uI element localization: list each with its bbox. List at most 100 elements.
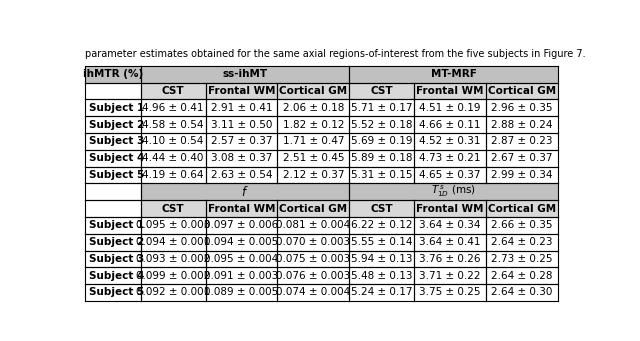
Text: 5.71 ± 0.17: 5.71 ± 0.17	[351, 103, 412, 113]
Text: 3.11 ± 0.50: 3.11 ± 0.50	[211, 120, 272, 130]
Text: 4.65 ± 0.37: 4.65 ± 0.37	[419, 170, 481, 180]
Text: MT-MRF: MT-MRF	[431, 69, 477, 79]
Text: 4.10 ± 0.54: 4.10 ± 0.54	[143, 136, 204, 146]
Text: 0.094 ± 0.005: 0.094 ± 0.005	[204, 237, 278, 247]
Text: 0.092 ± 0.001: 0.092 ± 0.001	[136, 287, 211, 297]
Bar	[486, 200, 558, 217]
Bar	[414, 200, 486, 217]
Text: CST: CST	[371, 86, 393, 96]
Text: 2.88 ± 0.24: 2.88 ± 0.24	[491, 120, 553, 130]
Bar	[349, 83, 414, 100]
Text: 2.96 ± 0.35: 2.96 ± 0.35	[491, 103, 553, 113]
Text: 2.12 ± 0.37: 2.12 ± 0.37	[283, 170, 344, 180]
Text: Cortical GM: Cortical GM	[279, 86, 348, 96]
Text: 4.73 ± 0.21: 4.73 ± 0.21	[419, 153, 481, 163]
Text: Cortical GM: Cortical GM	[279, 204, 348, 213]
Text: 0.070 ± 0.003: 0.070 ± 0.003	[276, 237, 351, 247]
Text: Frontal WM: Frontal WM	[208, 204, 275, 213]
Text: 0.097 ± 0.006: 0.097 ± 0.006	[204, 220, 278, 230]
Text: 4.96 ± 0.41: 4.96 ± 0.41	[143, 103, 204, 113]
Text: Subject 3: Subject 3	[89, 254, 144, 264]
Text: 3.76 ± 0.26: 3.76 ± 0.26	[419, 254, 481, 264]
Bar	[349, 200, 414, 217]
Text: Frontal WM: Frontal WM	[416, 86, 484, 96]
Bar	[205, 83, 278, 100]
Bar	[414, 83, 486, 100]
Text: 0.095 ± 0.003: 0.095 ± 0.003	[136, 220, 211, 230]
Text: 2.06 ± 0.18: 2.06 ± 0.18	[283, 103, 344, 113]
Bar	[85, 66, 141, 83]
Text: Subject 2: Subject 2	[89, 120, 144, 130]
Text: 2.87 ± 0.23: 2.87 ± 0.23	[491, 136, 553, 146]
Bar	[349, 183, 558, 200]
Bar	[205, 200, 278, 217]
Text: 5.48 ± 0.13: 5.48 ± 0.13	[351, 271, 412, 281]
Text: 2.99 ± 0.34: 2.99 ± 0.34	[491, 170, 553, 180]
Text: 0.095 ± 0.004: 0.095 ± 0.004	[204, 254, 278, 264]
Bar	[349, 66, 558, 83]
Text: Subject 1: Subject 1	[89, 103, 144, 113]
Text: Frontal WM: Frontal WM	[208, 86, 275, 96]
Text: 4.51 ± 0.19: 4.51 ± 0.19	[419, 103, 481, 113]
Text: 1.71 ± 0.47: 1.71 ± 0.47	[283, 136, 344, 146]
Text: 3.75 ± 0.25: 3.75 ± 0.25	[419, 287, 481, 297]
Text: ss-ihMT: ss-ihMT	[223, 69, 268, 79]
Text: 4.52 ± 0.31: 4.52 ± 0.31	[419, 136, 481, 146]
Bar	[141, 200, 205, 217]
Bar	[141, 183, 349, 200]
Bar	[486, 83, 558, 100]
Bar	[141, 83, 205, 100]
Text: 1.82 ± 0.12: 1.82 ± 0.12	[283, 120, 344, 130]
Text: ihMTR (%): ihMTR (%)	[83, 69, 143, 79]
Text: 3.71 ± 0.22: 3.71 ± 0.22	[419, 271, 481, 281]
Text: 2.67 ± 0.37: 2.67 ± 0.37	[491, 153, 553, 163]
Text: CST: CST	[162, 204, 184, 213]
Text: CST: CST	[162, 86, 184, 96]
Text: 5.55 ± 0.14: 5.55 ± 0.14	[351, 237, 412, 247]
Text: Subject 3: Subject 3	[89, 136, 144, 146]
Text: 2.64 ± 0.30: 2.64 ± 0.30	[492, 287, 552, 297]
Text: 4.58 ± 0.54: 4.58 ± 0.54	[143, 120, 204, 130]
Bar	[141, 66, 349, 83]
Text: 0.081 ± 0.004: 0.081 ± 0.004	[276, 220, 351, 230]
Text: 2.63 ± 0.54: 2.63 ± 0.54	[211, 170, 272, 180]
Text: 2.91 ± 0.41: 2.91 ± 0.41	[211, 103, 272, 113]
Text: 0.076 ± 0.003: 0.076 ± 0.003	[276, 271, 351, 281]
Text: 0.089 ± 0.005: 0.089 ± 0.005	[204, 287, 278, 297]
Text: 2.64 ± 0.28: 2.64 ± 0.28	[491, 271, 553, 281]
Text: 2.57 ± 0.37: 2.57 ± 0.37	[211, 136, 272, 146]
Text: Cortical GM: Cortical GM	[488, 86, 556, 96]
Text: 5.52 ± 0.18: 5.52 ± 0.18	[351, 120, 412, 130]
Text: Subject 5: Subject 5	[89, 287, 144, 297]
Text: $f$: $f$	[241, 185, 249, 199]
Text: 0.074 ± 0.004: 0.074 ± 0.004	[276, 287, 351, 297]
Text: 0.075 ± 0.003: 0.075 ± 0.003	[276, 254, 351, 264]
Text: 3.64 ± 0.41: 3.64 ± 0.41	[419, 237, 481, 247]
Text: 5.24 ± 0.17: 5.24 ± 0.17	[351, 287, 412, 297]
Text: Subject 2: Subject 2	[89, 237, 144, 247]
Text: 4.44 ± 0.40: 4.44 ± 0.40	[143, 153, 204, 163]
Text: 5.89 ± 0.18: 5.89 ± 0.18	[351, 153, 412, 163]
Text: 5.94 ± 0.13: 5.94 ± 0.13	[351, 254, 412, 264]
Bar	[278, 200, 349, 217]
Text: 5.31 ± 0.15: 5.31 ± 0.15	[351, 170, 412, 180]
Text: 0.094 ± 0.001: 0.094 ± 0.001	[136, 237, 211, 247]
Text: $T^{\,s}_{1D}$ (ms): $T^{\,s}_{1D}$ (ms)	[431, 184, 476, 199]
Text: 2.64 ± 0.23: 2.64 ± 0.23	[491, 237, 553, 247]
Text: 2.51 ± 0.45: 2.51 ± 0.45	[283, 153, 344, 163]
Text: Subject 1: Subject 1	[89, 220, 144, 230]
Text: 5.69 ± 0.19: 5.69 ± 0.19	[351, 136, 412, 146]
Text: Subject 5: Subject 5	[89, 170, 144, 180]
Text: Subject 4: Subject 4	[89, 271, 144, 281]
Text: 0.091 ± 0.003: 0.091 ± 0.003	[204, 271, 278, 281]
Text: 0.099 ± 0.002: 0.099 ± 0.002	[136, 271, 211, 281]
Text: 3.64 ± 0.34: 3.64 ± 0.34	[419, 220, 481, 230]
Text: Subject 4: Subject 4	[89, 153, 144, 163]
Bar	[278, 83, 349, 100]
Text: Frontal WM: Frontal WM	[416, 204, 484, 213]
Text: 2.66 ± 0.35: 2.66 ± 0.35	[491, 220, 553, 230]
Text: 4.19 ± 0.64: 4.19 ± 0.64	[143, 170, 204, 180]
Text: Cortical GM: Cortical GM	[488, 204, 556, 213]
Text: 0.093 ± 0.002: 0.093 ± 0.002	[136, 254, 211, 264]
Text: 3.08 ± 0.37: 3.08 ± 0.37	[211, 153, 272, 163]
